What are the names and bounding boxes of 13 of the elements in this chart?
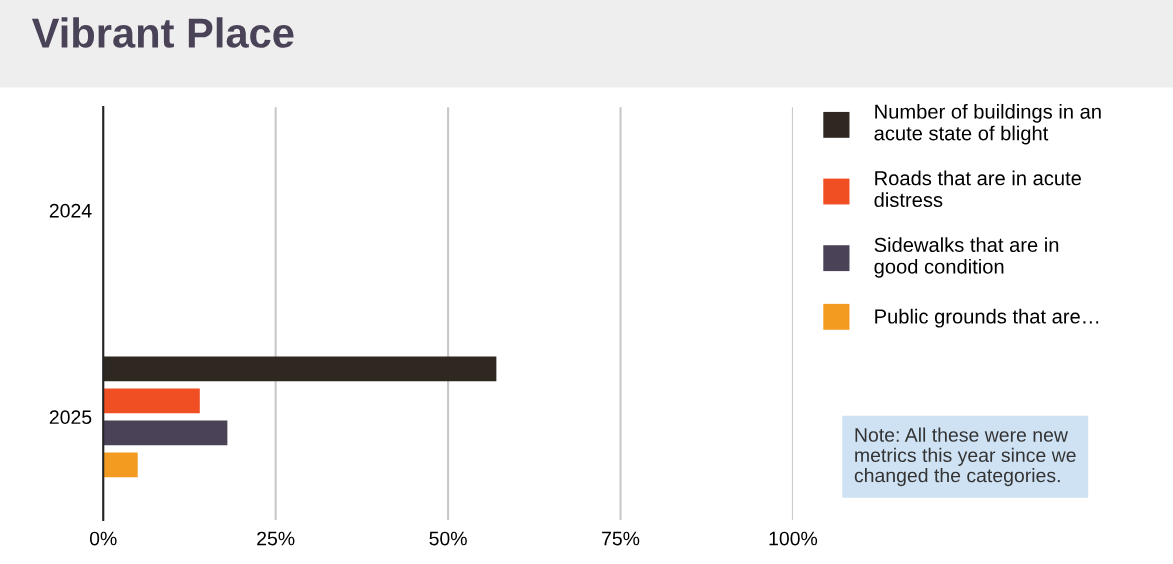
- legend-label: Public grounds that are…: [875, 308, 1099, 328]
- x-tick-label: 75%: [602, 531, 640, 546]
- y-tick-label: 2024: [49, 203, 92, 218]
- text: Note: All these were new metrics this year since we changed the categories.: [854, 427, 1076, 487]
- legend-label: Number of buildings in an acute state of blight: [874, 103, 1101, 145]
- chart-title: Vibrant Place: [31, 17, 294, 48]
- legend-label: Roads that are in acute distress: [874, 170, 1081, 208]
- x-tick-label: 25%: [257, 531, 295, 546]
- y-tick-label: 2025: [49, 410, 92, 425]
- legend-label: Sidewalks that are in good condition: [874, 237, 1059, 278]
- x-tick-label: 100%: [769, 531, 818, 546]
- x-tick-label: 0%: [89, 531, 117, 546]
- x-tick-label: 50%: [429, 531, 467, 546]
